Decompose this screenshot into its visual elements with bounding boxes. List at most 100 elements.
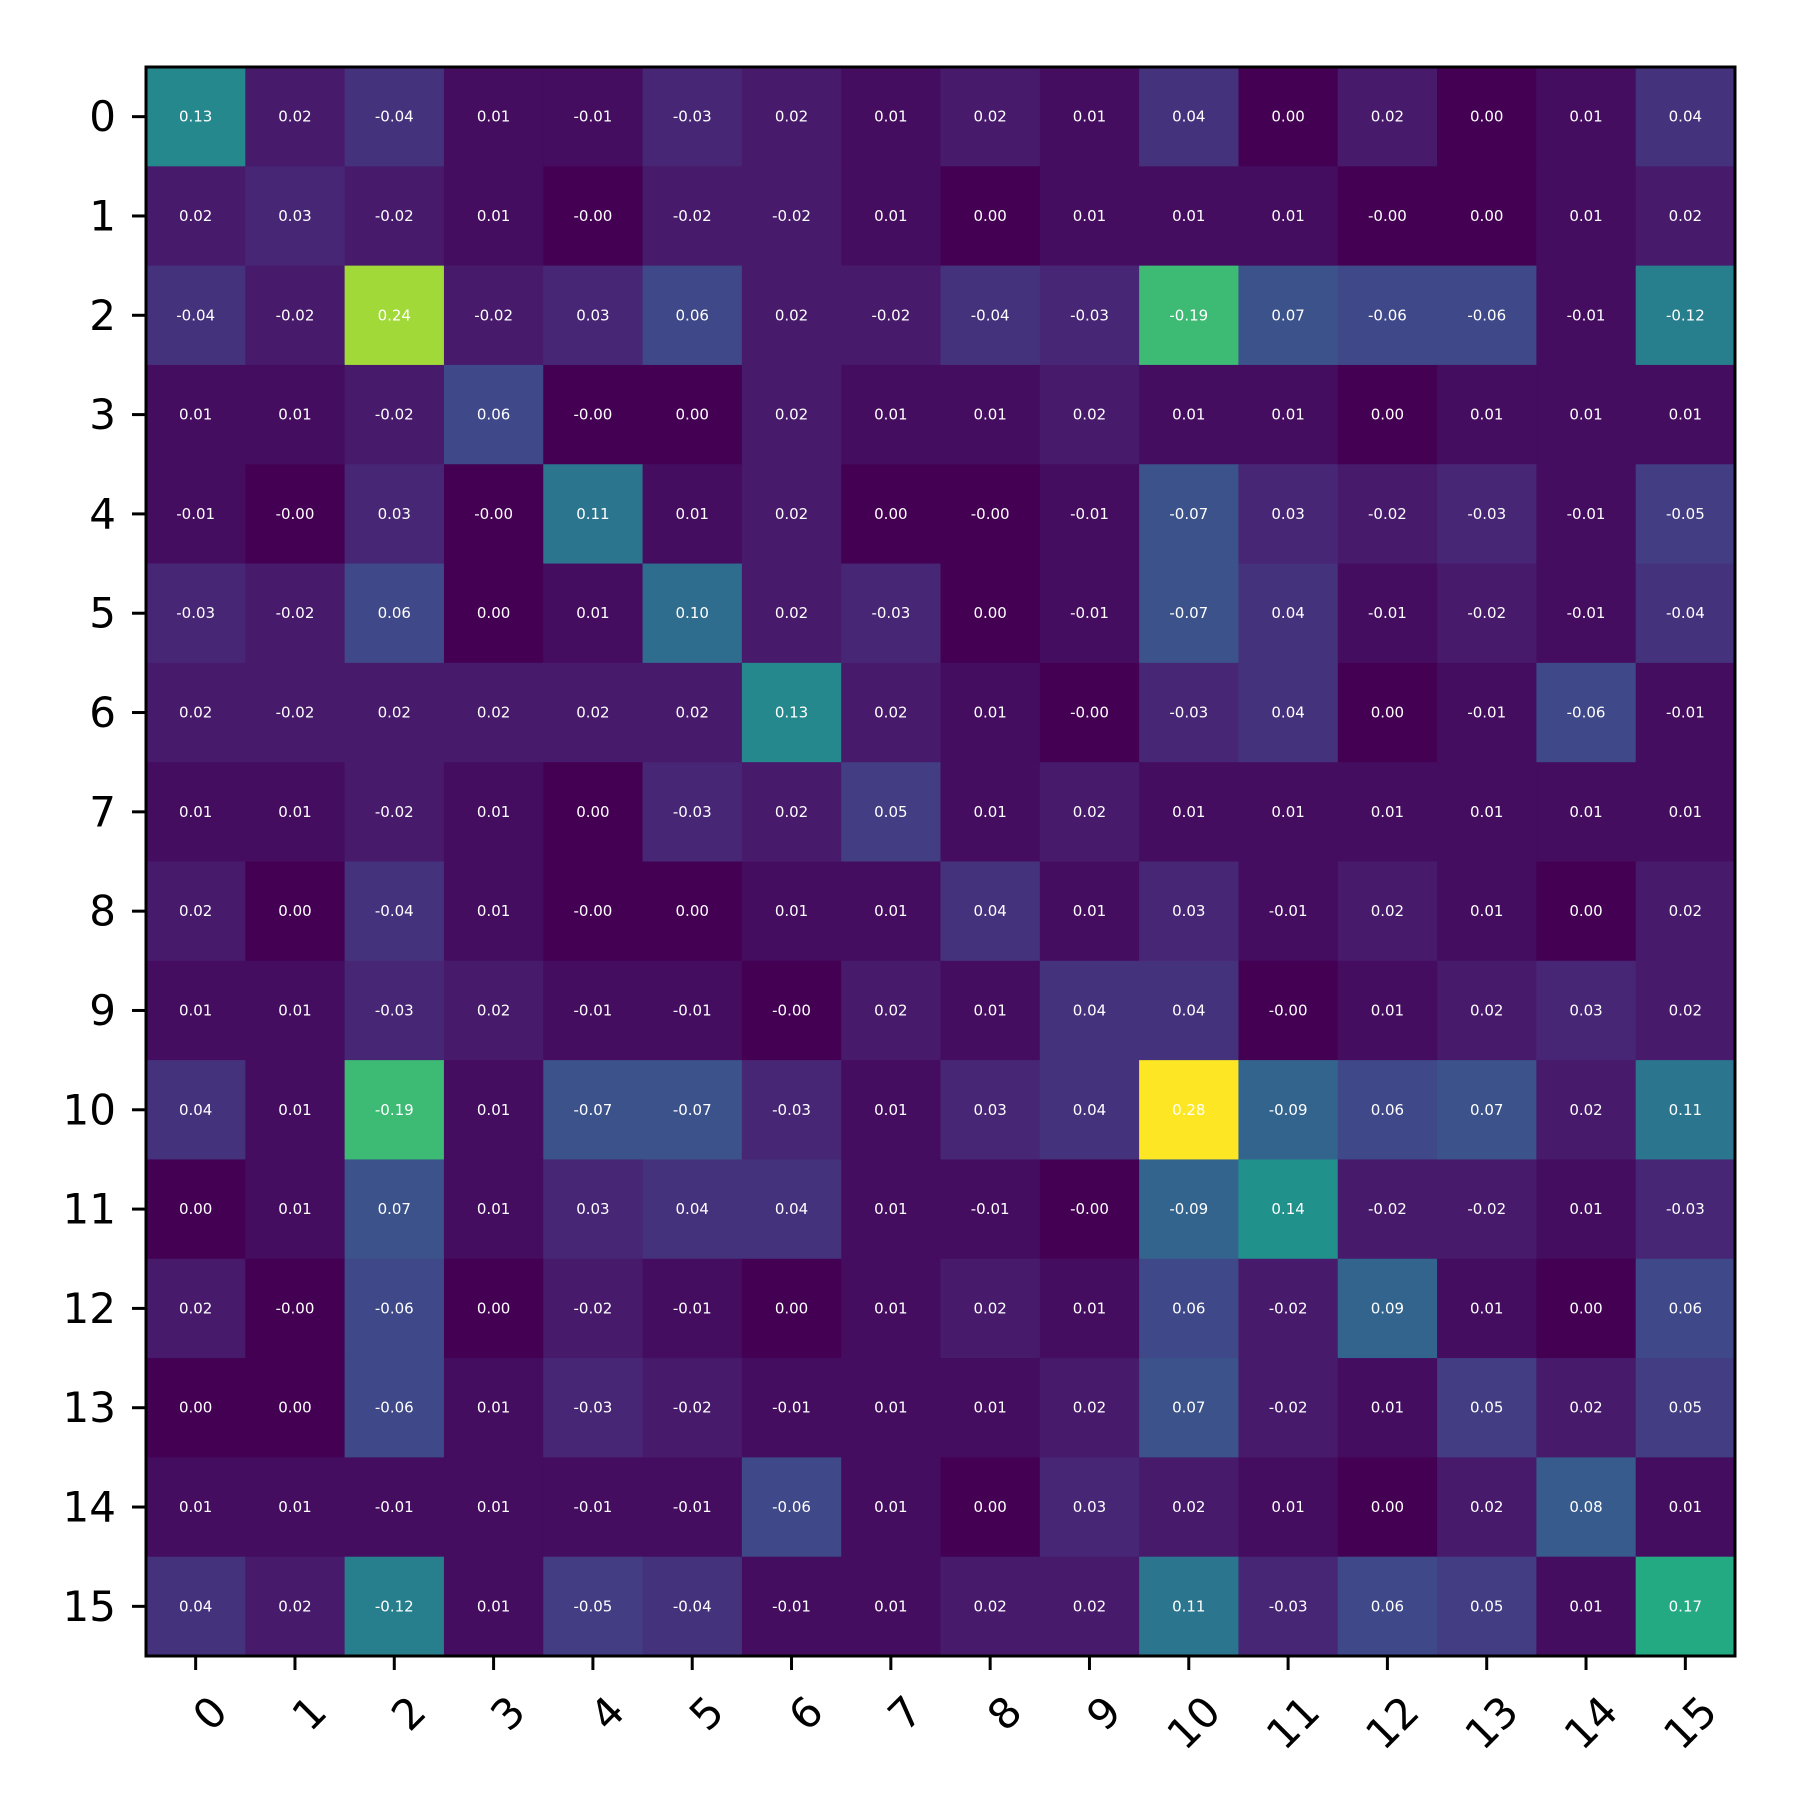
- cell-value-label-14-5: -0.01: [673, 1498, 712, 1516]
- heatmap-cell-0-14: [1536, 67, 1637, 167]
- heatmap-cell-12-5: [642, 1258, 743, 1359]
- heatmap-cell-3-11: [1238, 364, 1339, 465]
- heatmap-cell-5-1: [245, 563, 346, 664]
- cell-value-label-0-5: -0.03: [673, 108, 712, 126]
- cell-value-label-12-7: 0.01: [874, 1299, 907, 1317]
- heatmap-cell-10-9: [1039, 1060, 1140, 1160]
- heatmap-cell-13-14: [1536, 1358, 1637, 1458]
- heatmap-cell-15-15: [1635, 1556, 1736, 1657]
- heatmap-cell-6-15: [1635, 662, 1736, 763]
- heatmap-cell-4-15: [1635, 464, 1736, 565]
- cell-value-label-9-4: -0.01: [574, 1001, 613, 1019]
- cell-value-label-12-14: 0.00: [1569, 1299, 1602, 1317]
- heatmap-cell-3-0: [146, 364, 246, 465]
- heatmap-cell-13-5: [642, 1358, 743, 1458]
- heatmap-cell-2-7: [841, 265, 941, 366]
- cell-value-label-8-2: -0.04: [375, 902, 414, 920]
- cell-value-label-3-0: 0.01: [179, 406, 212, 424]
- heatmap-cell-15-5: [642, 1556, 743, 1657]
- x-tick-label-0: 0: [183, 1686, 237, 1740]
- heatmap-cell-6-1: [245, 662, 346, 763]
- cell-value-label-7-11: 0.01: [1271, 803, 1304, 821]
- heatmap-cell-6-12: [1337, 662, 1438, 763]
- cell-value-label-1-1: 0.03: [278, 207, 311, 225]
- heatmap-cell-14-14: [1536, 1457, 1637, 1558]
- heatmap-cell-1-2: [344, 166, 445, 267]
- cell-value-label-5-10: -0.07: [1169, 604, 1208, 622]
- heatmap-cell-11-2: [344, 1159, 445, 1260]
- cell-value-label-12-11: -0.02: [1269, 1299, 1308, 1317]
- cell-value-label-10-15: 0.11: [1669, 1101, 1702, 1119]
- heatmap-cell-12-11: [1238, 1258, 1339, 1359]
- cell-value-label-11-5: 0.04: [676, 1200, 709, 1218]
- cell-value-label-8-11: -0.01: [1269, 902, 1308, 920]
- cell-value-label-10-1: 0.01: [278, 1101, 311, 1119]
- cell-value-label-9-11: -0.00: [1269, 1001, 1308, 1019]
- heatmap-cell-6-5: [642, 662, 743, 763]
- heatmap-cell-8-6: [741, 861, 842, 962]
- heatmap-cell-10-1: [245, 1060, 346, 1160]
- heatmap-cell-4-5: [642, 464, 743, 565]
- x-tick-label-9: 9: [1077, 1686, 1131, 1740]
- heatmap-cells: [146, 67, 1736, 1657]
- cell-value-label-0-4: -0.01: [574, 108, 613, 126]
- heatmap-cell-12-10: [1139, 1258, 1239, 1359]
- heatmap-cell-7-9: [1039, 762, 1140, 862]
- heatmap-cell-15-11: [1238, 1556, 1339, 1657]
- heatmap-cell-4-3: [443, 464, 544, 565]
- cell-value-label-15-9: 0.02: [1073, 1597, 1106, 1615]
- heatmap-cell-4-14: [1536, 464, 1637, 565]
- cell-value-label-0-11: 0.00: [1271, 108, 1304, 126]
- y-tick-label-11: 11: [63, 1185, 116, 1234]
- heatmap-cell-9-3: [443, 960, 544, 1061]
- heatmap-cell-12-2: [344, 1258, 445, 1359]
- cell-value-label-6-2: 0.02: [378, 704, 411, 722]
- heatmap-cell-8-2: [344, 861, 445, 962]
- cell-value-label-6-14: -0.06: [1567, 704, 1606, 722]
- heatmap-cell-11-12: [1337, 1159, 1438, 1260]
- y-tick-label-15: 15: [63, 1582, 116, 1631]
- cell-value-label-13-5: -0.02: [673, 1399, 712, 1417]
- cell-value-label-7-1: 0.01: [278, 803, 311, 821]
- heatmap-cell-9-1: [245, 960, 346, 1061]
- cell-value-label-15-10: 0.11: [1172, 1597, 1205, 1615]
- cell-value-label-6-11: 0.04: [1271, 704, 1304, 722]
- cell-value-label-2-8: -0.04: [971, 306, 1010, 324]
- x-tick-label-10: 10: [1157, 1686, 1229, 1758]
- heatmap-cell-13-7: [841, 1358, 941, 1458]
- heatmap-cell-14-0: [146, 1457, 246, 1558]
- cell-value-label-0-0: 0.13: [179, 108, 212, 126]
- heatmap-cell-4-12: [1337, 464, 1438, 565]
- cell-value-label-0-8: 0.02: [973, 108, 1006, 126]
- cell-value-label-15-7: 0.01: [874, 1597, 907, 1615]
- heatmap-cell-15-1: [245, 1556, 346, 1657]
- y-tick-label-5: 5: [89, 589, 116, 638]
- heatmap-cell-0-13: [1437, 67, 1537, 167]
- cell-value-label-10-10: 0.28: [1172, 1101, 1205, 1119]
- cell-value-label-14-14: 0.08: [1569, 1498, 1602, 1516]
- heatmap-cell-15-0: [146, 1556, 246, 1657]
- cell-value-label-13-13: 0.05: [1470, 1399, 1503, 1417]
- cell-value-label-5-0: -0.03: [176, 604, 215, 622]
- y-tick-label-4: 4: [89, 489, 116, 538]
- y-tick-label-10: 10: [63, 1085, 116, 1134]
- cell-value-label-1-4: -0.00: [574, 207, 613, 225]
- cell-value-label-4-3: -0.00: [474, 505, 513, 523]
- cell-value-label-3-3: 0.06: [477, 406, 510, 424]
- cell-value-label-12-8: 0.02: [973, 1299, 1006, 1317]
- heatmap-cell-12-14: [1536, 1258, 1637, 1359]
- cell-value-label-9-12: 0.01: [1371, 1001, 1404, 1019]
- cell-value-label-11-1: 0.01: [278, 1200, 311, 1218]
- heatmap-cell-14-5: [642, 1457, 743, 1558]
- cell-value-label-1-5: -0.02: [673, 207, 712, 225]
- cell-value-label-4-5: 0.01: [676, 505, 709, 523]
- heatmap-cell-15-2: [344, 1556, 445, 1657]
- heatmap-cell-6-0: [146, 662, 246, 763]
- heatmap-cell-5-0: [146, 563, 246, 664]
- cell-value-label-8-6: 0.01: [775, 902, 808, 920]
- cell-value-label-9-6: -0.00: [772, 1001, 811, 1019]
- cell-value-label-8-7: 0.01: [874, 902, 907, 920]
- heatmap-cell-5-8: [940, 563, 1041, 664]
- cell-value-label-6-10: -0.03: [1169, 704, 1208, 722]
- heatmap-cell-5-6: [741, 563, 842, 664]
